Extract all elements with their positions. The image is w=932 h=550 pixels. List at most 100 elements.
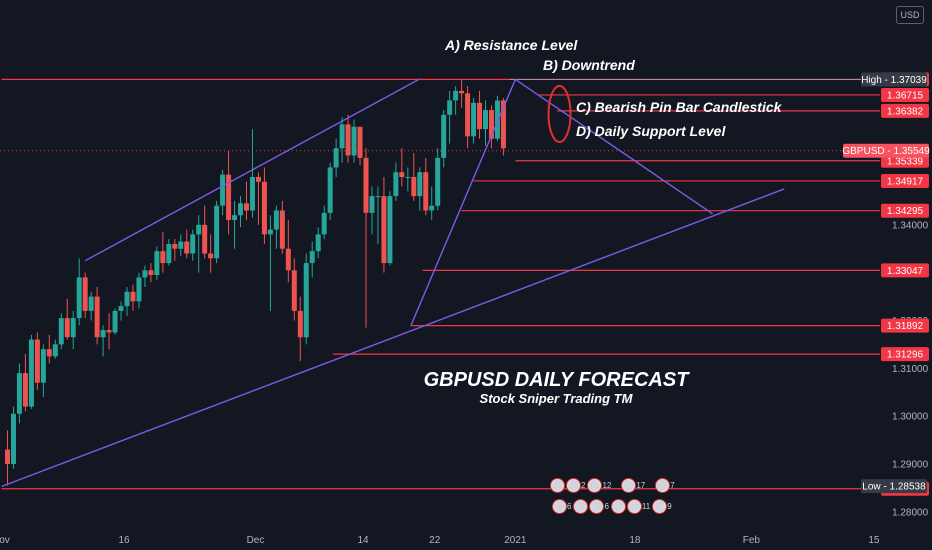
event-count: 6 (567, 501, 572, 511)
flag-icon (590, 499, 604, 513)
price-tag[interactable]: 1.36382 (881, 103, 929, 118)
candles (5, 78, 506, 486)
price-tag[interactable]: 1.36715 (881, 87, 929, 102)
candle-body (64, 318, 70, 338)
candle (10, 406, 16, 469)
candle-body (453, 90, 459, 101)
candle (411, 153, 417, 201)
trendline[interactable] (84, 78, 421, 262)
candle-body (34, 339, 40, 383)
candle (166, 239, 172, 266)
candle (303, 253, 309, 345)
event-marker[interactable] (574, 499, 588, 513)
candle (369, 186, 375, 235)
candle-body (435, 157, 441, 206)
price-tag[interactable]: GBPUSD - 1.35549 (842, 143, 930, 158)
candle-body (118, 306, 124, 311)
candle (357, 126, 363, 166)
flag-icon (622, 478, 636, 492)
event-marker[interactable]: 9 (653, 499, 672, 513)
candle (106, 313, 112, 350)
candle-body (339, 124, 345, 149)
trendline[interactable] (410, 79, 517, 327)
candle-body (226, 174, 232, 221)
event-marker[interactable]: 2 (567, 478, 585, 492)
price-tag[interactable]: 1.34295 (881, 203, 929, 218)
candle (471, 98, 477, 144)
event-count: 6 (604, 501, 609, 511)
candle-body (333, 148, 339, 168)
event-marker[interactable]: 7 (656, 478, 675, 492)
price-tag[interactable]: 1.31296 (881, 347, 929, 362)
event-count: 9 (667, 501, 672, 511)
price-tag[interactable]: 1.33047 (881, 263, 929, 278)
candle (459, 78, 465, 108)
candle-body (10, 413, 16, 464)
candle-body (273, 210, 279, 230)
candle-body (46, 349, 52, 357)
candle-body (423, 172, 429, 211)
trendline[interactable] (514, 78, 713, 215)
candle (46, 334, 52, 364)
candle-body (315, 234, 321, 252)
candle-body (363, 157, 369, 213)
event-marker[interactable]: 11 (627, 499, 650, 513)
event-count: 17 (636, 480, 646, 490)
candle-body (40, 349, 46, 383)
price-tag[interactable]: 1.34917 (881, 173, 929, 188)
time-tick-label: 16 (118, 535, 130, 546)
price-tag[interactable]: High - 1.37039 (861, 72, 927, 87)
price-tag-box (861, 72, 927, 87)
candle (279, 200, 285, 254)
time-tick-label: Feb (743, 535, 761, 546)
price-tag-label: 1.34917 (887, 176, 924, 187)
time-tick-label: 22 (429, 535, 441, 546)
candle-body (58, 318, 64, 345)
candle (363, 148, 369, 328)
flag-icon (588, 478, 602, 492)
price-tag[interactable]: 1.31892 (881, 318, 929, 333)
candle-body (202, 224, 208, 254)
event-marker[interactable]: 12 (588, 478, 611, 492)
candle (184, 229, 190, 259)
candle (435, 148, 441, 211)
candle (405, 167, 411, 192)
candle-body (500, 100, 506, 149)
event-marker[interactable]: 17 (622, 478, 646, 492)
candle-body (220, 174, 226, 206)
candle (345, 114, 351, 163)
candle-body (148, 270, 154, 276)
candle (40, 344, 46, 398)
candle (494, 95, 500, 142)
trendline[interactable] (1, 188, 785, 488)
candle (309, 241, 315, 278)
event-marker[interactable]: 6 (553, 499, 572, 513)
candle (315, 227, 321, 259)
candle (94, 287, 100, 345)
candle (172, 239, 178, 261)
candle (297, 296, 303, 362)
candle (118, 301, 124, 321)
candle (112, 308, 118, 335)
candle-body (291, 270, 297, 311)
candle (381, 176, 387, 273)
candle (429, 186, 435, 221)
candle (100, 325, 106, 357)
price-tag-box (843, 143, 929, 158)
candle (399, 148, 405, 187)
time-axis: ov 16 Dec 14 22 2021 18 Feb 15 (0, 535, 880, 546)
candle-body (488, 110, 494, 139)
event-marker[interactable] (551, 478, 564, 492)
candle (190, 229, 196, 261)
price-tag-box (881, 173, 929, 188)
event-marker[interactable] (611, 499, 625, 513)
currency-badge[interactable]: USD (896, 6, 924, 24)
event-marker[interactable]: 6 (590, 499, 609, 513)
price-tag-box (881, 103, 929, 118)
candle (477, 90, 483, 139)
price-tag-label: 1.31892 (887, 321, 924, 332)
candle-body (82, 277, 88, 311)
flag-icon (627, 499, 641, 513)
price-tag[interactable]: Low - 1.28538 (861, 479, 927, 494)
